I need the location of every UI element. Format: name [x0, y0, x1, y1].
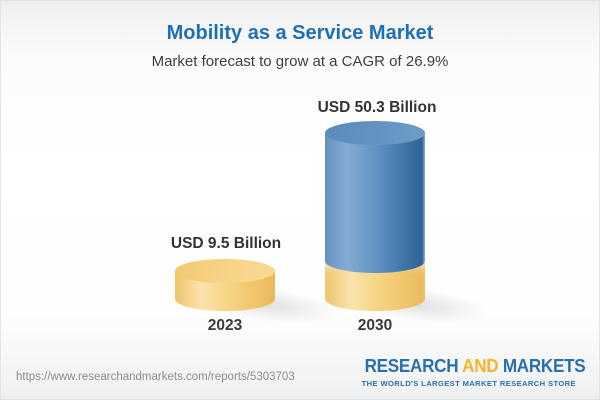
logo-word-and: AND — [461, 356, 498, 376]
bar-2023-cylinder-cap — [175, 259, 275, 283]
axis-label-2023: 2023 — [207, 317, 243, 334]
value-label-2030: USD 50.3 Billion — [317, 99, 437, 116]
chart-title: Mobility as a Service Market — [166, 22, 434, 44]
bar-2030-cylinder-body — [325, 133, 425, 273]
research-and-markets-logo: RESEARCH AND MARKETS THE WORLD'S LARGEST… — [353, 356, 586, 388]
report-url: https://www.researchandmarkets.com/repor… — [16, 371, 295, 383]
axis-label-2030: 2030 — [357, 317, 393, 334]
chart-subtitle: Market forecast to grow at a CAGR of 26.… — [151, 53, 449, 70]
bar-2030-cylinder-cap — [325, 121, 425, 145]
value-label-2023: USD 9.5 Billion — [170, 235, 282, 252]
logo-wordmark: RESEARCH AND MARKETS — [364, 356, 585, 377]
logo-word-markets: MARKETS — [502, 356, 585, 376]
logo-word-research: RESEARCH — [364, 356, 458, 376]
logo-tagline: THE WORLD'S LARGEST MARKET RESEARCH STOR… — [361, 379, 576, 388]
